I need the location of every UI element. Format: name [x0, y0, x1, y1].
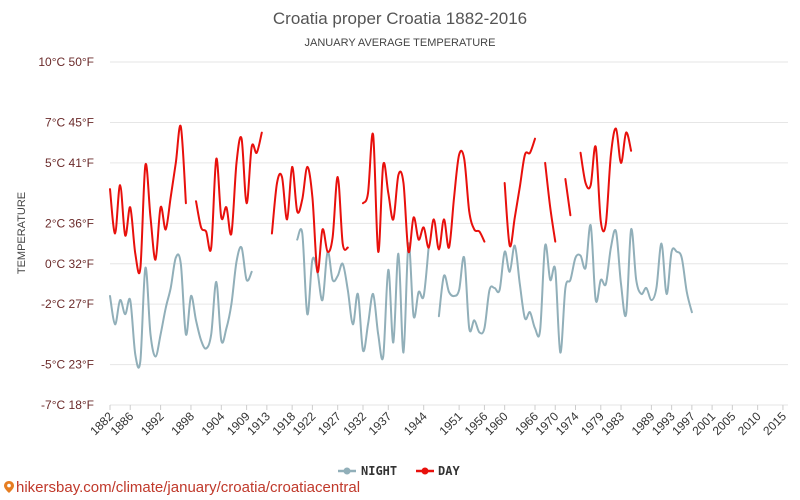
- x-tick-label: 1927: [315, 409, 344, 438]
- day-line-segment: [564, 178, 572, 217]
- legend-day-label: DAY: [438, 464, 460, 478]
- y-tick-label: 2°C 36°F: [45, 216, 94, 230]
- night-line-segment: [109, 245, 253, 369]
- y-tick-label: 5°C 41°F: [45, 156, 94, 170]
- series-lines: [109, 124, 693, 369]
- x-tick-label: 1932: [340, 409, 369, 438]
- chart-title: Croatia proper Croatia 1882-2016: [273, 9, 527, 28]
- day-line-segment: [579, 127, 633, 233]
- x-tick-label: 1922: [290, 409, 319, 438]
- series-day: [109, 124, 633, 275]
- chart-subtitle: JANUARY AVERAGE TEMPERATURE: [305, 37, 496, 49]
- legend[interactable]: NIGHT DAY: [338, 464, 460, 478]
- x-tick-label: 1944: [401, 409, 430, 438]
- legend-item-night[interactable]: NIGHT: [338, 464, 397, 478]
- y-tick-label: -2°C 27°F: [41, 297, 94, 311]
- y-tick-label: 7°C 45°F: [45, 116, 94, 130]
- day-line-segment: [109, 124, 187, 275]
- night-line-segment: [296, 228, 430, 361]
- x-tick-label: 2005: [710, 409, 739, 438]
- day-line-segment: [503, 137, 536, 248]
- source-link[interactable]: hikersbay.com/climate/january/croatia/cr…: [4, 479, 360, 496]
- x-tick-label: 1937: [366, 409, 395, 438]
- x-tick-label: 2010: [735, 409, 764, 438]
- x-tick-label: 1974: [553, 409, 582, 438]
- x-tick-label: 1904: [199, 409, 228, 438]
- legend-day-marker: [421, 467, 429, 475]
- x-tick-label: 1951: [436, 409, 465, 438]
- y-tick-label: -5°C 23°F: [41, 358, 94, 372]
- y-axis-ticks: 10°C 50°F 7°C 45°F 5°C 41°F 2°C 36°F 0°C 32°…: [38, 55, 94, 412]
- x-tick-label: 2015: [760, 409, 789, 438]
- series-night: [109, 224, 693, 369]
- grid: [110, 61, 788, 406]
- day-line-segment: [195, 131, 263, 252]
- night-line-segment: [437, 224, 693, 354]
- y-tick-label: 10°C 50°F: [38, 55, 94, 69]
- day-line-segment: [361, 132, 486, 253]
- legend-night-label: NIGHT: [361, 464, 397, 478]
- y-axis-label: TEMPERATURE: [16, 192, 28, 274]
- x-tick-label: 1886: [108, 409, 137, 438]
- day-line-segment: [270, 165, 349, 273]
- day-line-segment: [544, 161, 557, 243]
- x-tick-label: 1913: [244, 409, 273, 438]
- y-tick-label: -7°C 18°F: [41, 398, 94, 412]
- y-tick-label: 0°C 32°F: [45, 257, 94, 271]
- source-link-text[interactable]: hikersbay.com/climate/january/croatia/cr…: [16, 479, 361, 496]
- x-tick-label: 1983: [598, 409, 627, 438]
- map-pin-icon: [4, 481, 14, 493]
- x-tick-label: 1892: [138, 409, 167, 438]
- legend-item-day[interactable]: DAY: [416, 464, 460, 478]
- x-tick-label: 1898: [168, 409, 197, 438]
- x-tick-label: 1960: [482, 409, 511, 438]
- legend-night-marker: [343, 467, 351, 475]
